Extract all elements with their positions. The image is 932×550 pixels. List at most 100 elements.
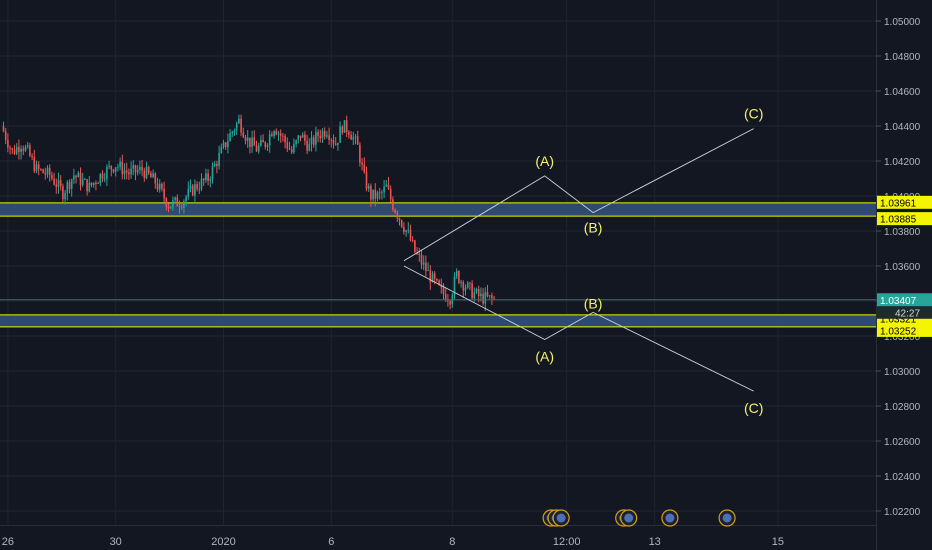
candle-body: [312, 137, 315, 145]
candle-body: [194, 184, 196, 196]
support-resistance-zones[interactable]: [0, 202, 876, 328]
price-tick-label: 1.04200: [884, 157, 921, 168]
candle-body: [268, 134, 271, 146]
candle-body: [77, 172, 80, 178]
event-flag-icon: [624, 513, 634, 523]
candle-body: [473, 292, 476, 299]
candle-body: [328, 135, 330, 140]
candle-body: [284, 135, 286, 143]
candle-body: [288, 148, 291, 150]
event-markers[interactable]: [542, 509, 736, 527]
candle-body: [348, 132, 350, 135]
candle-body: [458, 271, 460, 283]
candle-body: [383, 186, 385, 193]
candle-body: [279, 133, 282, 136]
candle-body: [216, 163, 218, 167]
candle-body: [308, 144, 311, 151]
candle-body: [57, 180, 60, 187]
candle-body: [134, 165, 137, 173]
candle-body: [251, 137, 253, 147]
time-tick-label: 13: [649, 536, 661, 548]
candle-body: [125, 170, 128, 173]
candle-body: [301, 134, 304, 138]
candle-body: [97, 183, 99, 185]
price-tick-label: 1.02800: [884, 402, 921, 413]
candle-body: [117, 166, 119, 168]
candle-body: [246, 137, 249, 141]
candle-body: [304, 134, 306, 141]
candle-body: [156, 183, 159, 190]
candle-body: [198, 188, 201, 190]
candle-body: [418, 253, 421, 255]
candle-body: [389, 189, 392, 200]
candle-body: [464, 287, 467, 291]
price-tick-label: 1.03200: [884, 332, 921, 343]
price-tick-label: 1.02600: [884, 437, 921, 448]
candle-body: [273, 130, 275, 137]
candle-body: [442, 287, 445, 294]
event-flag-icon: [665, 513, 675, 523]
candle-body: [429, 270, 432, 283]
candle-body: [178, 206, 181, 208]
candle-body: [396, 212, 399, 219]
candle-body: [103, 178, 106, 180]
candle-body: [242, 132, 245, 138]
candle-body: [29, 145, 31, 156]
candle-body: [356, 136, 359, 145]
candle-body: [341, 126, 344, 133]
candle-body: [231, 131, 234, 134]
price-zone[interactable]: [0, 202, 876, 217]
candle-body: [66, 182, 69, 193]
candle-body: [73, 175, 75, 180]
time-tick-label: 2020: [211, 536, 235, 548]
candle-body: [264, 142, 267, 148]
wave-path-bearish[interactable]: [403, 265, 754, 392]
elliott-wave-drawings[interactable]: (A) (B) (C) (A) (B) (C): [403, 106, 764, 417]
price-tick-label: 1.03000: [884, 367, 921, 378]
candle-body: [332, 140, 335, 144]
candle-body: [365, 171, 368, 189]
candle-body: [449, 301, 451, 305]
candle-body: [222, 142, 225, 148]
candle-body: [409, 229, 412, 241]
level-1-tag: [877, 212, 932, 226]
candle-body: [400, 220, 403, 227]
candle-body: [95, 182, 97, 185]
wave-label: (C): [744, 400, 763, 416]
candle-body: [99, 173, 102, 184]
candle-body: [414, 240, 416, 253]
candle-body: [374, 189, 377, 199]
candle-body: [7, 140, 9, 148]
candle-body: [187, 188, 190, 197]
price-tick-label: 1.03800: [884, 227, 921, 238]
candle-body: [143, 170, 146, 179]
wave-label: (A): [535, 349, 554, 365]
candle-body: [108, 165, 110, 167]
candle-body: [394, 209, 396, 213]
candle-body: [22, 148, 25, 151]
candle-body: [359, 144, 361, 163]
candle-body: [81, 179, 84, 186]
candle-body: [275, 130, 278, 135]
candle-body: [420, 254, 423, 265]
candle-body: [299, 135, 302, 138]
price-tick-label: 1.04800: [884, 52, 921, 63]
candle-body: [180, 207, 183, 208]
level-3-tag: [877, 323, 932, 337]
candle-body: [55, 184, 58, 187]
candle-body: [431, 273, 434, 283]
candle-body: [411, 240, 414, 242]
candle-body: [361, 162, 363, 165]
candle-body: [482, 293, 484, 304]
candle-body: [376, 192, 379, 199]
price-zone[interactable]: [0, 314, 876, 327]
candle-body: [438, 280, 440, 285]
candle-body: [315, 132, 317, 145]
candle-body: [209, 179, 212, 181]
time-axis[interactable]: 26 30 2020 6 8 12:00 13 15: [2, 536, 784, 548]
wave-path-bullish[interactable]: [403, 128, 754, 262]
candle-body: [444, 293, 447, 301]
candle-body: [90, 182, 93, 186]
candle-body: [295, 140, 297, 144]
